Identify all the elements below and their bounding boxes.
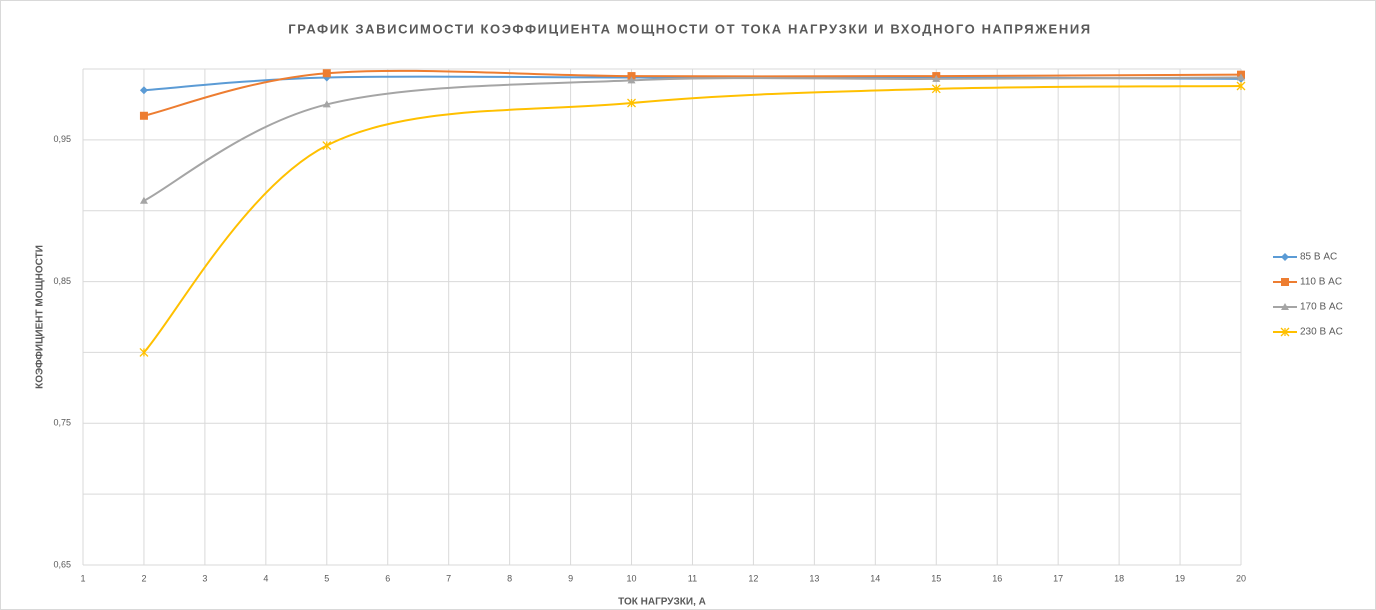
legend-marker [1281,278,1289,286]
x-tick-label: 18 [1114,573,1124,583]
marker [139,111,148,120]
x-axis-title: ТОК НАГРУЗКИ, А [618,597,706,608]
y-tick-label: 0,85 [53,276,71,286]
marker [627,72,636,81]
x-tick-label: 6 [385,573,390,583]
x-tick-label: 20 [1236,573,1246,583]
x-tick-label: 4 [263,573,268,583]
x-tick-label: 19 [1175,573,1185,583]
marker [322,100,331,108]
x-tick-label: 9 [568,573,573,583]
marker [139,86,148,95]
x-tick-label: 5 [324,573,329,583]
marker [1236,81,1246,91]
y-tick-label: 0,75 [53,418,71,428]
x-tick-label: 3 [202,573,207,583]
marker [627,98,636,108]
x-tick-label: 11 [688,573,697,583]
y-tick-label: 0,65 [53,559,71,569]
y-axis-title: КОЭФФИЦИЕНТ МОЩНОСТИ [35,245,46,389]
x-tick-label: 8 [507,573,512,583]
x-tick-label: 17 [1053,573,1063,583]
marker [627,76,636,84]
x-tick-label: 2 [141,573,146,583]
x-tick-label: 14 [870,573,880,583]
x-tick-label: 13 [809,573,819,583]
legend-label: 110 В AC [1300,277,1342,288]
x-tick-label: 7 [446,573,451,583]
marker [139,196,148,204]
legend-marker [1281,253,1289,261]
legend-marker [1280,327,1290,337]
marker [1237,73,1245,81]
x-tick-label: 10 [627,573,637,583]
marker [932,74,941,82]
x-tick-label: 15 [931,573,941,583]
x-tick-label: 1 [80,573,85,583]
series-line [143,76,1242,202]
marker [322,141,332,150]
legend-label: 170 В AC [1300,302,1343,313]
y-tick-label: 0,95 [53,134,71,144]
chart-title: ГРАФИК ЗАВИСИМОСТИ КОЭФФИЦИЕНТА МОЩНОСТИ… [288,21,1091,36]
legend-marker [1281,303,1289,310]
series-line [143,69,1242,117]
marker [322,69,331,78]
legend-label: 85 В AC [1300,252,1337,263]
x-tick-label: 16 [992,573,1002,583]
marker [931,84,941,94]
legend-label: 230 В AC [1300,327,1343,338]
x-tick-label: 12 [748,573,758,583]
marker [139,347,149,357]
